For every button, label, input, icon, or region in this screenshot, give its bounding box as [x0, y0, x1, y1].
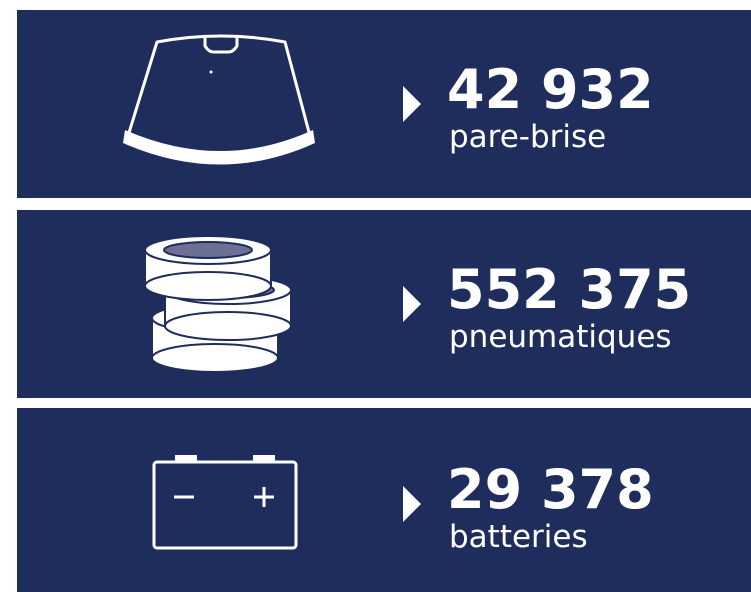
stat-value: 42 932 [447, 58, 654, 121]
windshield-icon [123, 34, 315, 165]
panel [17, 408, 751, 592]
stat-value: 29 378 [447, 458, 654, 521]
tires-icon [144, 235, 292, 373]
stat-label: batteries [449, 519, 588, 555]
stat-label: pare-brise [449, 119, 606, 155]
stat-value: 552 375 [447, 258, 691, 321]
arrow [403, 486, 421, 522]
battery-icon [152, 455, 298, 550]
arrow [403, 286, 421, 322]
stat-label: pneumatiques [449, 319, 672, 355]
arrow [403, 86, 421, 122]
panel [17, 210, 751, 398]
